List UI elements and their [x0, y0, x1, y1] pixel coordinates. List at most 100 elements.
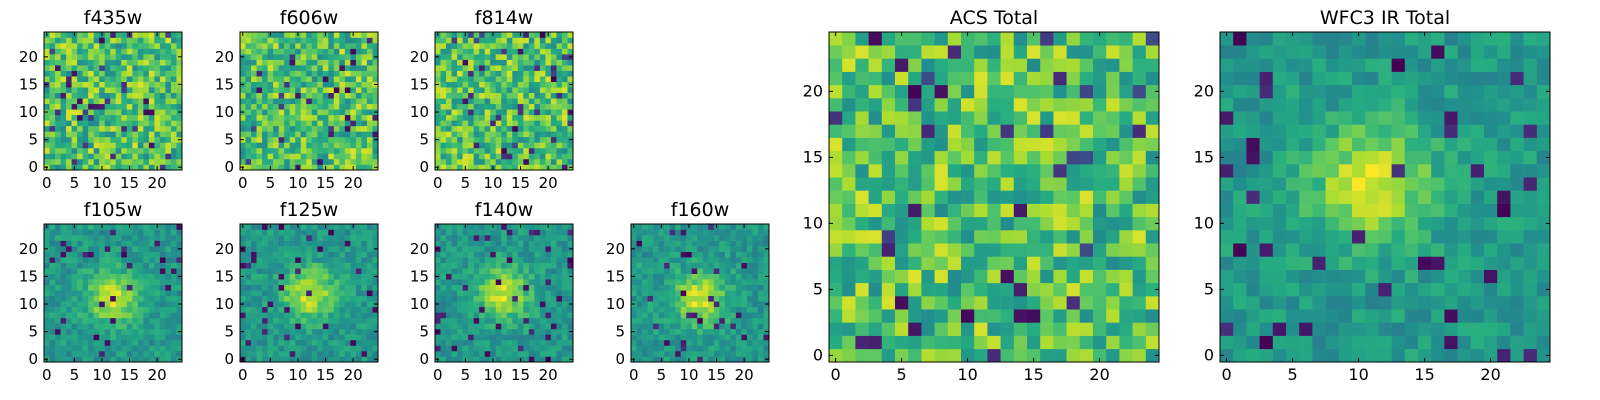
heatmap-cell [170, 262, 177, 269]
heatmap-cell [658, 229, 665, 236]
heatmap-cell [121, 273, 128, 280]
heatmap-cell [267, 273, 274, 280]
heatmap-cell [284, 147, 290, 154]
heatmap-cell [361, 87, 368, 94]
heatmap-cell [344, 81, 351, 88]
heatmap-cell [240, 76, 246, 82]
heatmap-cell [170, 87, 177, 94]
heatmap-cell [88, 131, 94, 138]
heatmap-cell [289, 158, 296, 165]
heatmap-cell [121, 279, 128, 286]
heatmap-cell [484, 312, 491, 319]
heatmap-cell [757, 235, 764, 241]
heatmap-cell [49, 328, 56, 335]
heatmap-cell [490, 54, 497, 60]
heatmap-cell [372, 312, 379, 319]
heatmap-cell [757, 284, 764, 291]
heatmap-cell [746, 284, 753, 291]
heatmap-cell [170, 306, 177, 313]
heatmap-cell [126, 76, 133, 82]
heatmap-cell [322, 43, 329, 49]
heatmap-cell [333, 76, 340, 82]
heatmap-cell [1079, 335, 1094, 350]
heatmap-cell [974, 216, 988, 231]
heatmap-cell [490, 103, 497, 110]
heatmap-cell [763, 290, 770, 297]
x-tick-label: 5 [70, 366, 80, 384]
heatmap-cell [534, 268, 541, 274]
heatmap-cell [77, 164, 83, 171]
heatmap-cell [104, 301, 111, 308]
heatmap-cell [451, 323, 458, 330]
heatmap-cell [300, 48, 307, 55]
heatmap-cell [339, 136, 346, 143]
heatmap-cell [267, 284, 274, 291]
heatmap-cell [653, 356, 659, 363]
heatmap-cell [567, 131, 574, 138]
heatmap-cell [550, 350, 557, 357]
heatmap-cell [757, 257, 764, 263]
heatmap-cell [987, 282, 1001, 297]
heatmap-cell [278, 37, 285, 44]
heatmap-cell [176, 37, 183, 44]
heatmap-cell [143, 142, 150, 149]
heatmap-cell [490, 142, 497, 149]
heatmap-cell [110, 273, 117, 280]
heatmap-cell [490, 98, 497, 105]
heatmap-cell [1053, 296, 1067, 310]
heatmap-cell [550, 339, 557, 346]
heatmap-cell [473, 70, 480, 77]
heatmap-cell [60, 120, 67, 127]
heatmap-cell [82, 76, 89, 82]
heatmap-cell [115, 76, 122, 82]
heatmap-cell [763, 323, 770, 330]
heatmap-cell [278, 48, 285, 55]
heatmap-cell [550, 131, 557, 138]
heatmap-cell [1027, 190, 1041, 204]
heatmap-cell [82, 54, 89, 60]
heatmap-cell [262, 334, 268, 341]
heatmap-cell [110, 131, 117, 138]
heatmap-cell [240, 345, 246, 352]
heatmap-cell [176, 251, 183, 258]
heatmap-cells [44, 32, 183, 171]
heatmap-cell [457, 92, 463, 99]
heatmap-cell [159, 306, 166, 313]
panel-title: f125w [280, 199, 339, 221]
heatmap-cell [82, 284, 89, 291]
heatmap-cell [680, 295, 687, 302]
heatmap-cell [451, 125, 458, 132]
heatmap-cell [44, 350, 50, 357]
heatmap-cell [240, 142, 246, 149]
heatmap-cell [479, 290, 485, 297]
heatmap-cell [534, 317, 541, 324]
heatmap-cell [934, 335, 949, 350]
heatmap-cell [148, 43, 155, 49]
heatmap-cell [322, 279, 329, 286]
heatmap-cell [691, 268, 698, 274]
heatmap-cell [686, 301, 693, 308]
heatmap-cell [154, 350, 161, 357]
heatmap-cell [523, 136, 530, 143]
heatmap-cell [435, 125, 441, 132]
heatmap-cell [757, 301, 764, 308]
heatmap-cell [829, 150, 843, 165]
heatmap-cell [440, 240, 447, 247]
heatmap-cell [99, 81, 106, 88]
heatmap-cell [947, 309, 962, 323]
heatmap-cell [545, 317, 552, 324]
heatmap-cell [295, 158, 302, 165]
heatmap-cell [165, 48, 172, 55]
heatmap-cell [300, 290, 307, 297]
heatmap-cell [435, 306, 441, 313]
heatmap-cell [333, 92, 340, 99]
heatmap-cell [126, 120, 133, 127]
heatmap-cell [361, 92, 368, 99]
heatmap-cell [556, 153, 563, 160]
heatmap-cell [148, 323, 155, 330]
heatmap-cell [289, 136, 296, 143]
heatmap-cell [473, 48, 480, 55]
heatmap-cell [154, 251, 161, 258]
heatmap-cell [49, 224, 56, 230]
heatmap-cell [278, 142, 285, 149]
